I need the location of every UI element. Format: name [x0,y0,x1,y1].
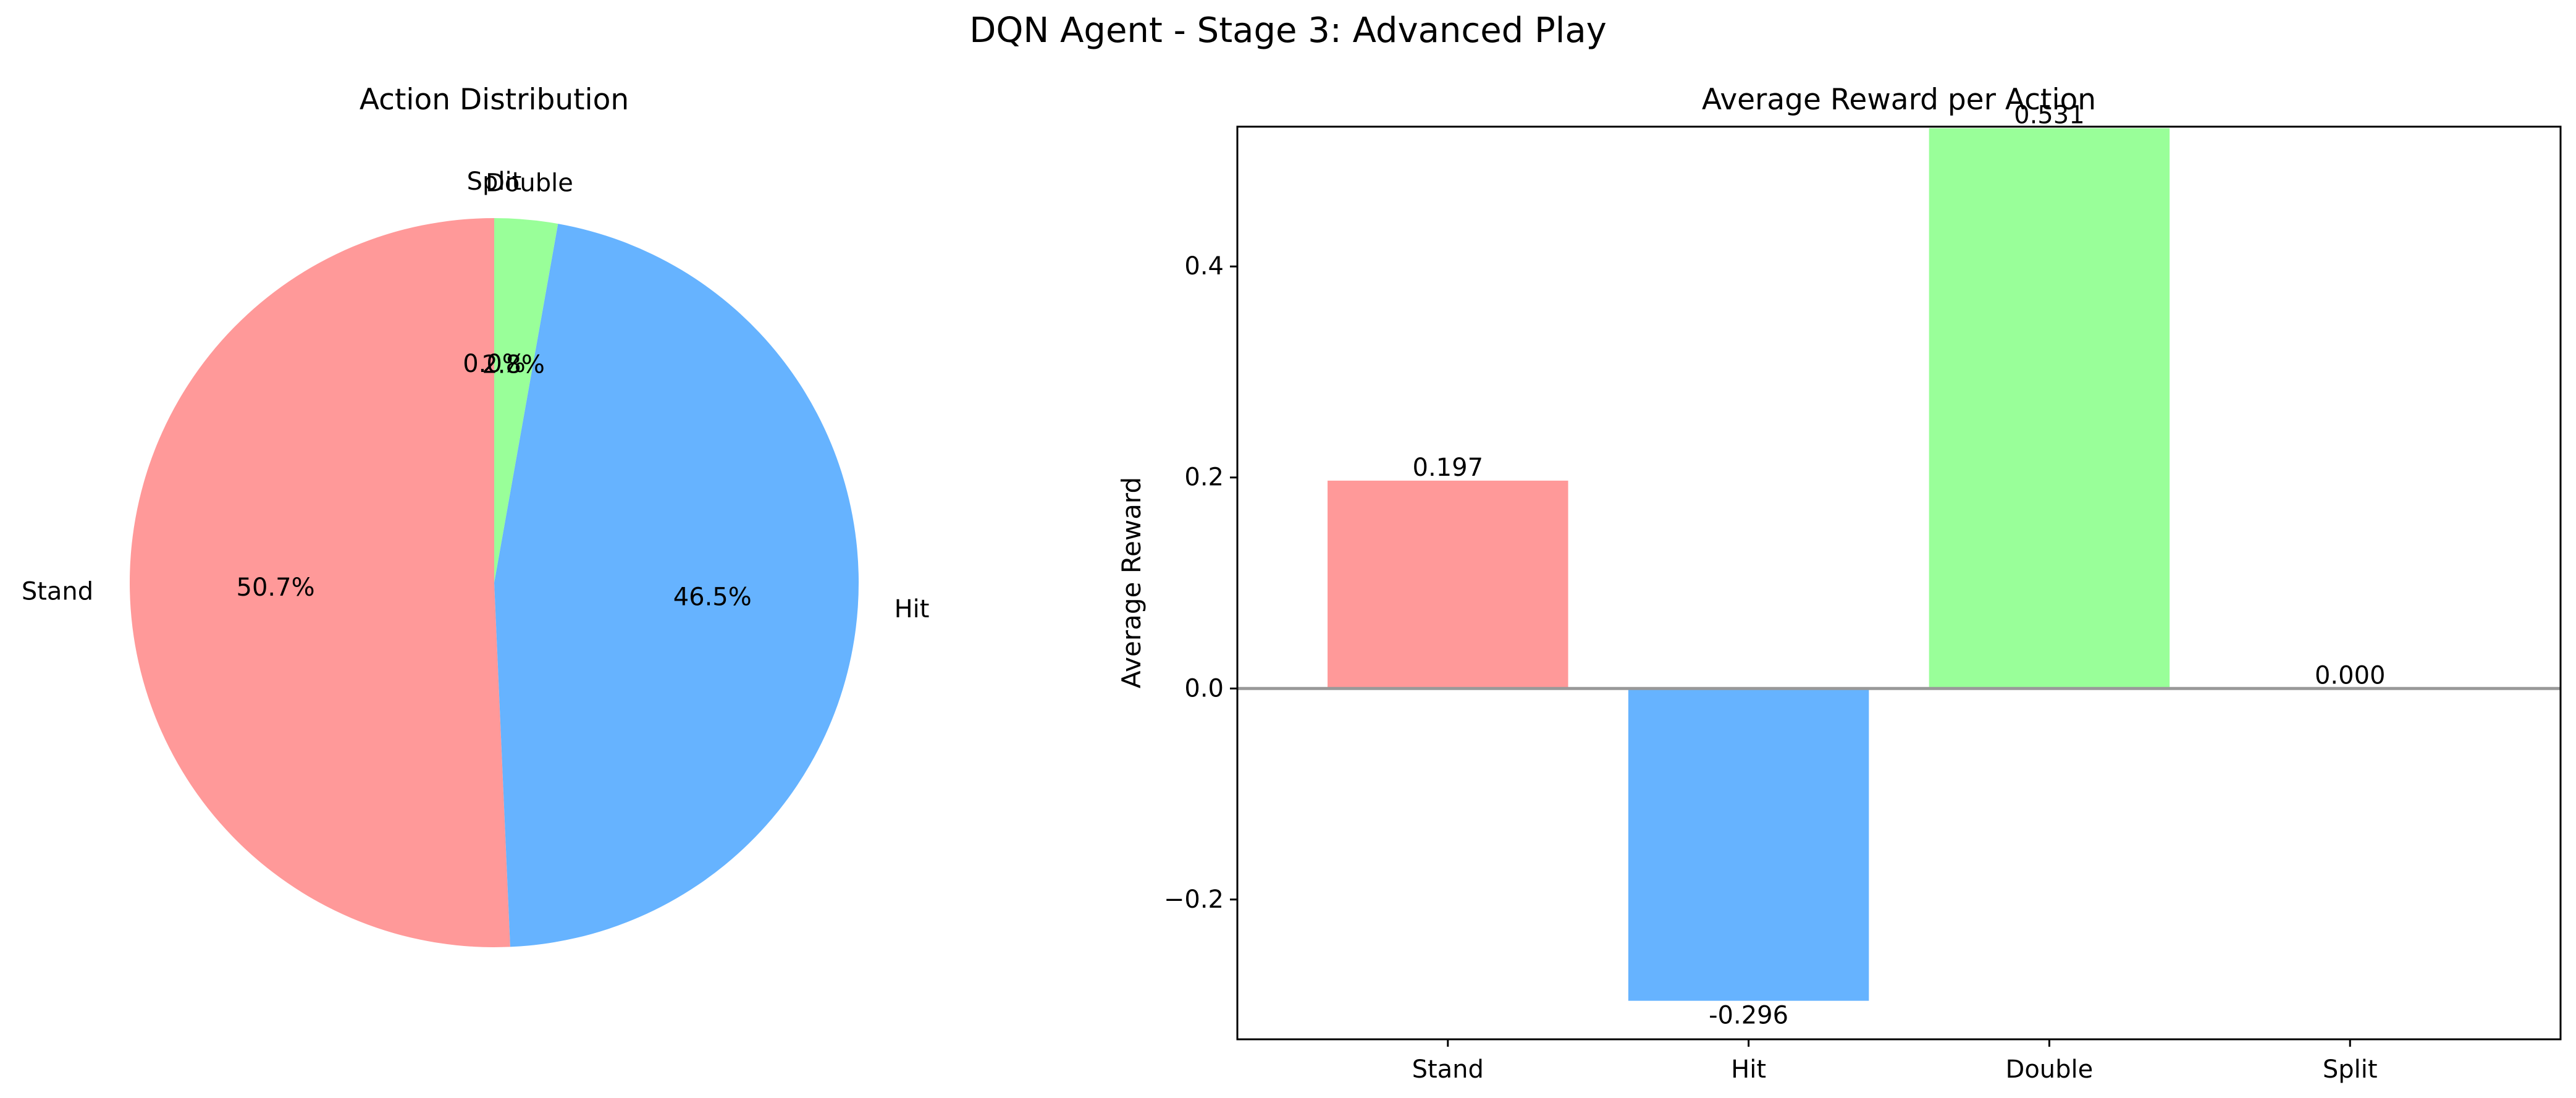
pie-label-split: Split [467,167,522,196]
pie-slice-stand [129,217,510,947]
y-tick-0-label: 0.0 [1184,674,1224,703]
bar-value-label-split: 0.000 [2315,661,2386,690]
pie-pct-label-hit: 46.5% [673,583,752,611]
bar-value-label-double: 0.531 [2014,101,2085,130]
bar-value-labels: 0.197 -0.296 0.531 0.000 [1413,101,2386,1030]
pie-slice-double [494,218,558,583]
x-tick-label-stand: Stand [1412,1055,1484,1084]
x-tick-label-split: Split [2323,1055,2378,1084]
bar-double [1929,128,2170,689]
pie-chart-title: Action Distribution [360,83,629,117]
figure-title: DQN Agent - Stage 3: Advanced Play [969,11,1607,51]
bar-chart: Average Reward per Action 0.197 -0.296 0.5… [1116,83,2562,1084]
pie-pct-label-double: 2.8% [482,350,545,379]
pie-chart: Action Distribution Stand 50.7% Hit 46.5% Do… [22,83,930,947]
bar-stand [1328,480,1568,689]
x-tick-label-hit: Hit [1731,1055,1766,1084]
bar-hit [1628,688,1869,1001]
bar-axes-frame [1236,125,2562,1041]
bar-value-label-hit: -0.296 [1709,1001,1788,1029]
pie-pct-label-stand: 50.7% [237,573,315,602]
pie-labels: Stand 50.7% Hit 46.5% Double 2.8% Split 0.0% [22,167,930,623]
bar-value-label-stand: 0.197 [1413,454,1484,482]
y-tick-neg0-2-label: −0.2 [1164,885,1224,914]
pie-slices [129,217,859,947]
pie-label-hit: Hit [894,595,930,623]
x-axis-ticks: Stand Hit Double Split [1412,1039,2378,1084]
pie-pct-label-split: 0.0% [463,350,526,378]
y-axis-ticks: −0.2 0.0 0.2 0.4 [1164,252,1237,914]
pie-label-stand: Stand [22,577,93,606]
bar-chart-title: Average Reward per Action [1702,83,2096,117]
pie-label-double: Double [486,169,573,198]
y-tick-0-4-label: 0.4 [1184,252,1224,281]
pie-slice-hit [494,224,859,947]
y-tick-0-2-label: 0.2 [1184,463,1224,492]
bar-bars [1328,128,2170,1001]
x-tick-label-double: Double [2006,1055,2094,1084]
y-axis-label: Average Reward [1116,477,1147,688]
